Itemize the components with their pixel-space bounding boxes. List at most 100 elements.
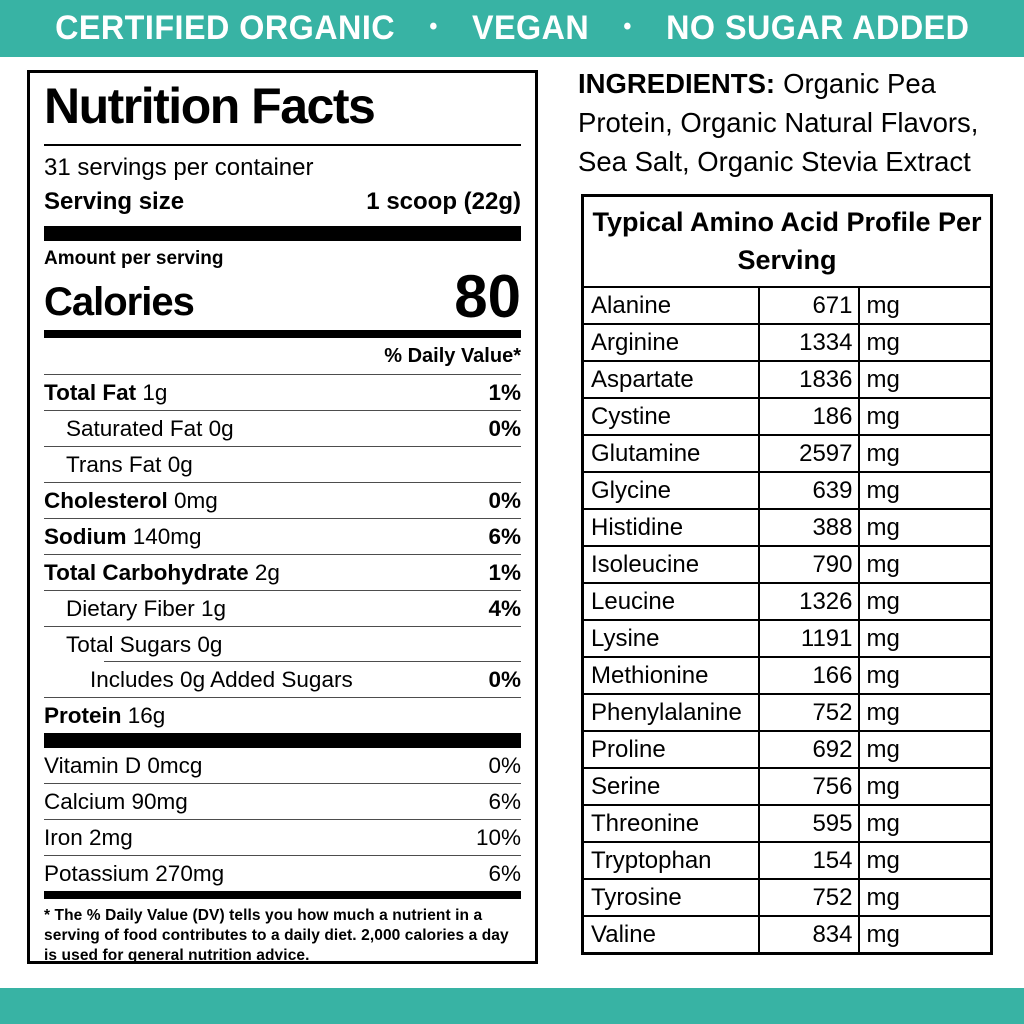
amino-amount: 639 (757, 470, 860, 510)
nutrient-name: Includes 0g Added Sugars (90, 667, 353, 692)
thick-divider (44, 226, 521, 241)
nutrient-name: Total Fat 1g (44, 380, 168, 405)
amino-unit: mg (857, 729, 993, 769)
bottom-color-band (0, 988, 1024, 1024)
nutrient-rows: Total Fat 1g 1% Saturated Fat 0g 0% Trans Fa… (44, 375, 521, 733)
amino-name: Glycine (581, 470, 760, 510)
daily-value-percent: 0% (488, 667, 521, 692)
micronutrient-row-iron: Iron 2mg 10% (44, 820, 521, 856)
daily-value-footnote: * The % Daily Value (DV) tells you how m… (44, 907, 509, 965)
amino-row-cystine: Cystine 186 mg (581, 396, 993, 436)
amino-row-glutamine: Glutamine 2597 mg (581, 433, 993, 473)
amino-row-methionine: Methionine 166 mg (581, 655, 993, 695)
amino-row-arginine: Arginine 1334 mg (581, 322, 993, 362)
bullet-separator-icon: • (623, 12, 632, 40)
nutrient-row-trans-fat: Trans Fat 0g (44, 447, 521, 483)
daily-value-percent: 4% (488, 596, 521, 621)
nutrient-row-total-carbohydrate: Total Carbohydrate 2g 1% (44, 555, 521, 591)
amino-table-header-row: Typical Amino Acid Profile Per Serving (581, 194, 993, 288)
thick-divider (44, 733, 521, 748)
bullet-separator-icon: • (429, 12, 438, 40)
amino-unit: mg (857, 359, 993, 399)
daily-value-percent: 0% (488, 488, 521, 513)
amino-acid-profile-table: Typical Amino Acid Profile Per Serving A… (581, 194, 993, 955)
amino-row-phenylalanine: Phenylalanine 752 mg (581, 692, 993, 732)
nutrient-row-total-sugars: Total Sugars 0g (44, 627, 521, 662)
amino-row-lysine: Lysine 1191 mg (581, 618, 993, 658)
amino-name: Serine (581, 766, 760, 806)
amino-amount: 595 (757, 803, 860, 843)
ingredients-statement: INGREDIENTS: Organic Pea Protein, Organic… (578, 64, 1024, 181)
amino-amount: 752 (757, 877, 860, 917)
daily-value-percent: 0% (488, 416, 521, 441)
amino-name: Phenylalanine (581, 692, 760, 732)
amino-unit: mg (857, 285, 993, 325)
nutrition-facts-title: Nutrition Facts (44, 77, 521, 146)
daily-value-percent: 6% (488, 524, 521, 549)
amino-unit: mg (857, 692, 993, 732)
nutrient-row-protein: Protein 16g (44, 698, 521, 733)
amino-unit: mg (857, 655, 993, 695)
amino-amount: 1334 (757, 322, 860, 362)
amino-row-valine: Valine 834 mg (581, 914, 993, 955)
nutrient-row-includes-0g-added-sugars: Includes 0g Added Sugars 0% (44, 662, 521, 698)
medium-divider (44, 891, 521, 899)
amino-name: Methionine (581, 655, 760, 695)
nutrient-row-total-fat: Total Fat 1g 1% (44, 375, 521, 411)
nutrient-name: Iron 2mg (44, 825, 133, 850)
amino-name: Valine (581, 914, 760, 955)
nutrient-name: Saturated Fat 0g (66, 416, 234, 441)
amino-unit: mg (857, 470, 993, 510)
amino-name: Threonine (581, 803, 760, 843)
amino-row-proline: Proline 692 mg (581, 729, 993, 769)
ingredients-label: INGREDIENTS: (578, 68, 776, 99)
amino-name: Tryptophan (581, 840, 760, 880)
amino-row-tryptophan: Tryptophan 154 mg (581, 840, 993, 880)
daily-value-percent: 6% (488, 861, 521, 886)
amino-unit: mg (857, 914, 993, 955)
daily-value-percent: 10% (475, 825, 521, 850)
amino-name: Cystine (581, 396, 760, 436)
amino-unit: mg (857, 840, 993, 880)
amino-unit: mg (857, 433, 993, 473)
amino-amount: 154 (757, 840, 860, 880)
amount-per-serving-label: Amount per serving (44, 248, 224, 269)
amino-unit: mg (857, 507, 993, 547)
amino-name: Isoleucine (581, 544, 760, 584)
amino-name: Proline (581, 729, 760, 769)
amino-name: Histidine (581, 507, 760, 547)
nutrient-name: Sodium 140mg (44, 524, 202, 549)
nutrient-name: Total Carbohydrate 2g (44, 560, 280, 585)
claim-vegan: VEGAN (471, 9, 589, 47)
servings-per-container: 31 servings per container (44, 154, 314, 181)
amino-name: Glutamine (581, 433, 760, 473)
nutrient-name: Cholesterol 0mg (44, 488, 218, 513)
micronutrient-row-vitamin-d: Vitamin D 0mcg 0% (44, 748, 521, 784)
amino-table-title: Typical Amino Acid Profile Per Serving (581, 194, 993, 288)
daily-value-percent: 1% (488, 380, 521, 405)
amino-row-tyrosine: Tyrosine 752 mg (581, 877, 993, 917)
amino-name: Leucine (581, 581, 760, 621)
serving-size-row: Serving size 1 scoop (22g) (44, 184, 521, 226)
amino-row-threonine: Threonine 595 mg (581, 803, 993, 843)
ingredients-list: Organic Pea Protein, Organic Natural Fla… (578, 68, 979, 178)
amino-row-histidine: Histidine 388 mg (581, 507, 993, 547)
daily-value-percent: 0% (488, 753, 521, 778)
amino-amount: 756 (757, 766, 860, 806)
daily-value-percent: 1% (488, 560, 521, 585)
amino-amount: 834 (757, 914, 860, 955)
amino-amount: 692 (757, 729, 860, 769)
amino-row-alanine: Alanine 671 mg (581, 285, 993, 325)
nutrient-row-sodium: Sodium 140mg 6% (44, 519, 521, 555)
nutrient-name: Trans Fat 0g (66, 452, 193, 477)
top-claims-banner: CERTIFIED ORGANIC • VEGAN • NO SUGAR ADD… (0, 0, 1024, 57)
amino-amount: 388 (757, 507, 860, 547)
amino-name: Alanine (581, 285, 760, 325)
nutrient-row-cholesterol: Cholesterol 0mg 0% (44, 483, 521, 519)
amino-unit: mg (857, 581, 993, 621)
amino-unit: mg (857, 396, 993, 436)
amino-row-glycine: Glycine 639 mg (581, 470, 993, 510)
daily-value-header: % Daily Value* (44, 338, 521, 375)
amino-unit: mg (857, 877, 993, 917)
